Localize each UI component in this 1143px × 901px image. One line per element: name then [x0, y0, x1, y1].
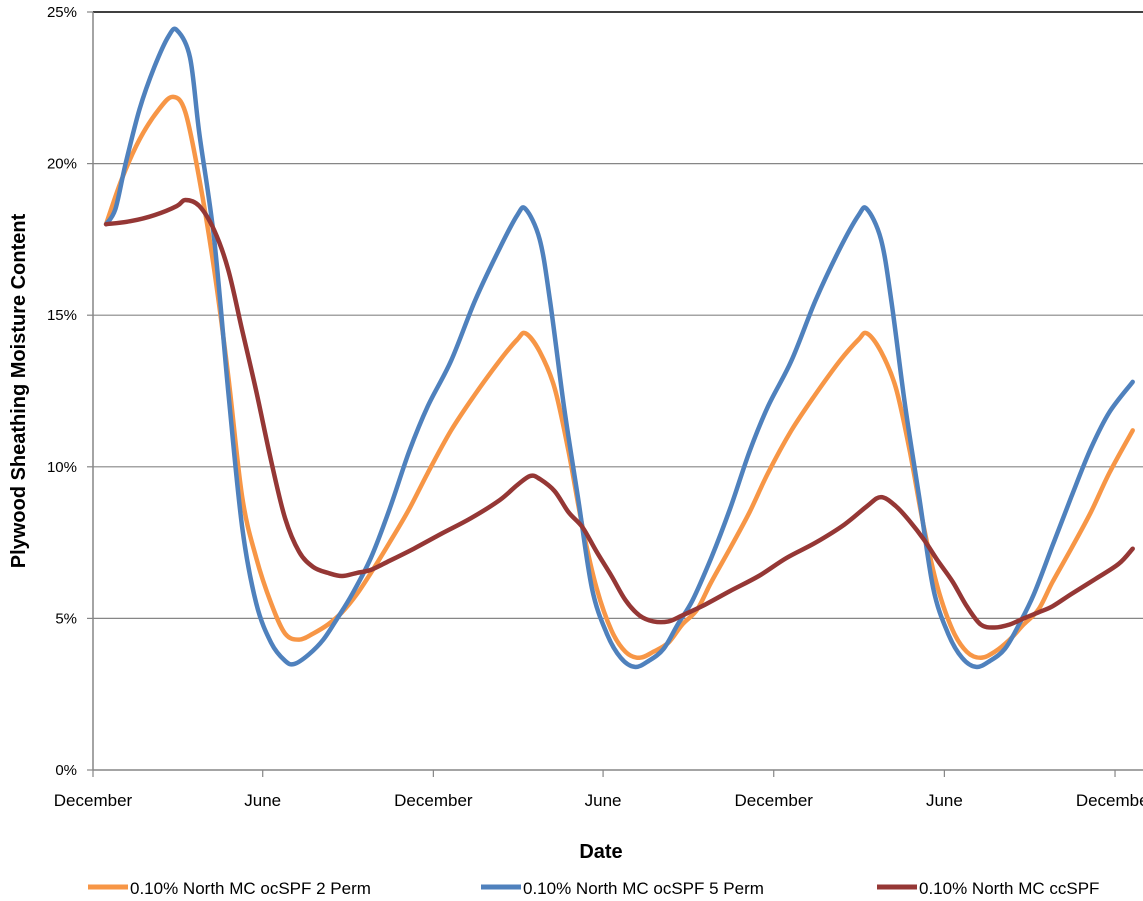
series-line-ocspf-5-perm	[103, 26, 1135, 670]
legend-item-ccspf: 0.10% North MC ccSPF	[877, 879, 1099, 898]
x-tick-labels: December June December June December June Dece…	[54, 791, 1143, 810]
legend-label-ocspf-2-perm: 0.10% North MC ocSPF 2 Perm	[130, 879, 371, 898]
legend: 0.10% North MC ocSPF 2 Perm 0.10% North …	[88, 879, 1099, 898]
y-axis-title: Plywood Sheathing Moisture Content	[8, 213, 30, 568]
x-tick-label: December	[394, 791, 473, 810]
y-tick-label: 5%	[55, 610, 77, 627]
x-tick-label: December	[735, 791, 814, 810]
axes	[92, 12, 1143, 771]
x-tick-label: June	[244, 791, 281, 810]
y-tick-label: 20%	[47, 156, 77, 173]
series-line-ocspf-2-perm	[103, 94, 1135, 661]
y-tick-labels: 0% 5% 10% 15% 20% 25%	[47, 4, 77, 779]
series-lines	[103, 26, 1135, 670]
legend-item-ocspf-5-perm: 0.10% North MC ocSPF 5 Perm	[481, 879, 764, 898]
y-tick-label: 10%	[47, 459, 77, 476]
x-tick-label: December	[1076, 791, 1143, 810]
series-line-ccspf	[103, 197, 1135, 630]
gridlines	[87, 11, 1143, 777]
x-tick-label: June	[926, 791, 963, 810]
legend-item-ocspf-2-perm: 0.10% North MC ocSPF 2 Perm	[88, 879, 371, 898]
legend-label-ccspf: 0.10% North MC ccSPF	[919, 879, 1099, 898]
y-tick-label: 0%	[55, 762, 77, 779]
x-tick-label: December	[54, 791, 133, 810]
legend-label-ocspf-5-perm: 0.10% North MC ocSPF 5 Perm	[523, 879, 764, 898]
x-tick-label: June	[585, 791, 622, 810]
x-axis-title: Date	[579, 841, 622, 863]
y-tick-label: 15%	[47, 307, 77, 324]
y-tick-label: 25%	[47, 4, 77, 21]
